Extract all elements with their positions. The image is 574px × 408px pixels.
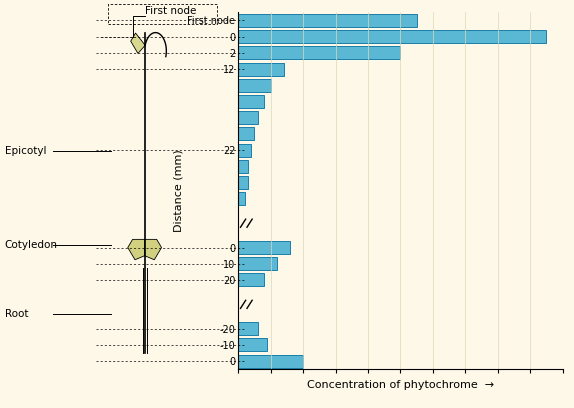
Bar bbox=[238, 111, 258, 124]
Y-axis label: Distance (mm): Distance (mm) bbox=[173, 149, 183, 232]
Bar bbox=[238, 192, 245, 205]
Bar bbox=[238, 322, 258, 335]
Bar bbox=[238, 273, 264, 286]
Bar bbox=[238, 355, 303, 368]
Bar bbox=[238, 79, 270, 92]
Bar bbox=[238, 62, 284, 75]
Bar bbox=[238, 241, 290, 254]
Bar bbox=[238, 257, 277, 270]
Bar bbox=[238, 338, 267, 351]
Text: First node: First node bbox=[145, 6, 196, 16]
Bar bbox=[238, 95, 264, 108]
Bar bbox=[238, 14, 417, 27]
Bar bbox=[238, 47, 401, 59]
Polygon shape bbox=[145, 239, 161, 260]
X-axis label: Concentration of phytochrome  →: Concentration of phytochrome → bbox=[307, 380, 494, 390]
Bar bbox=[238, 176, 248, 189]
Bar bbox=[238, 30, 546, 43]
Bar bbox=[238, 127, 254, 140]
Text: Epicotyl: Epicotyl bbox=[5, 146, 46, 156]
Polygon shape bbox=[128, 239, 145, 260]
Text: Cotyledon: Cotyledon bbox=[5, 240, 58, 250]
Bar bbox=[238, 144, 251, 157]
Bar bbox=[238, 160, 248, 173]
Text: Root: Root bbox=[5, 309, 28, 319]
Polygon shape bbox=[131, 33, 145, 53]
